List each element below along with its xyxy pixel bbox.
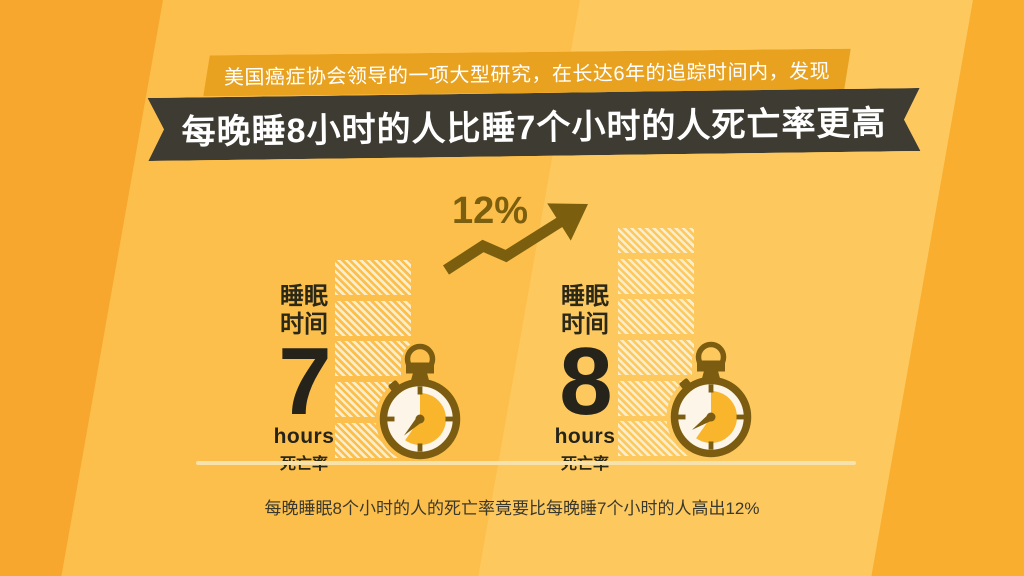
sleep-label-line2: 时间 [561,311,609,338]
bar-block [335,341,411,377]
hours-value-7: 7 [278,328,331,435]
sleep-label-line1: 睡眠 [561,283,609,310]
bar-column-7h [335,260,411,458]
hours-value-8: 8 [559,328,612,435]
sleep-label-line1: 睡眠 [280,283,328,310]
headline-ribbon: 每晚睡8小时的人比睡7个小时的人死亡率更高 [148,88,921,161]
baseline-divider [196,461,856,465]
bar-block [618,340,694,376]
bar-block [618,299,694,335]
sleep-label-line2: 时间 [280,311,328,338]
stopwatch-icon [375,341,465,462]
hours-unit: hours [273,425,335,448]
headline-text: 每晚睡8小时的人比睡7个小时的人死亡率更高 [181,104,887,152]
bar-block [335,260,411,295]
intro-banner: 美国癌症协会领导的一项大型研究，在长达6年的追踪时间内，发现 [203,49,851,97]
bar-block [335,300,411,336]
bar-block [618,258,694,294]
hours-unit: hours [554,425,616,448]
label-stack-8h: 睡眠 时间 8 hours 死亡率 [531,283,639,474]
trend-up-arrow-icon [443,203,588,275]
label-stack-7h: 睡眠 时间 7 hours 死亡率 [250,283,358,474]
conclusion-caption: 每晚睡眠8个小时的人的死亡率竟要比每晚睡7个小时的人高出12% [264,499,760,518]
intro-banner-text: 美国癌症协会领导的一项大型研究，在长达6年的追踪时间内，发现 [223,60,831,90]
bar-block [618,228,694,253]
stopwatch-icon [666,339,756,460]
increase-percent-label: 12% [452,190,529,232]
sleep-label: 睡眠 时间 [531,283,639,339]
sleep-label: 睡眠 时间 [250,283,358,339]
background-band-left [0,0,163,576]
